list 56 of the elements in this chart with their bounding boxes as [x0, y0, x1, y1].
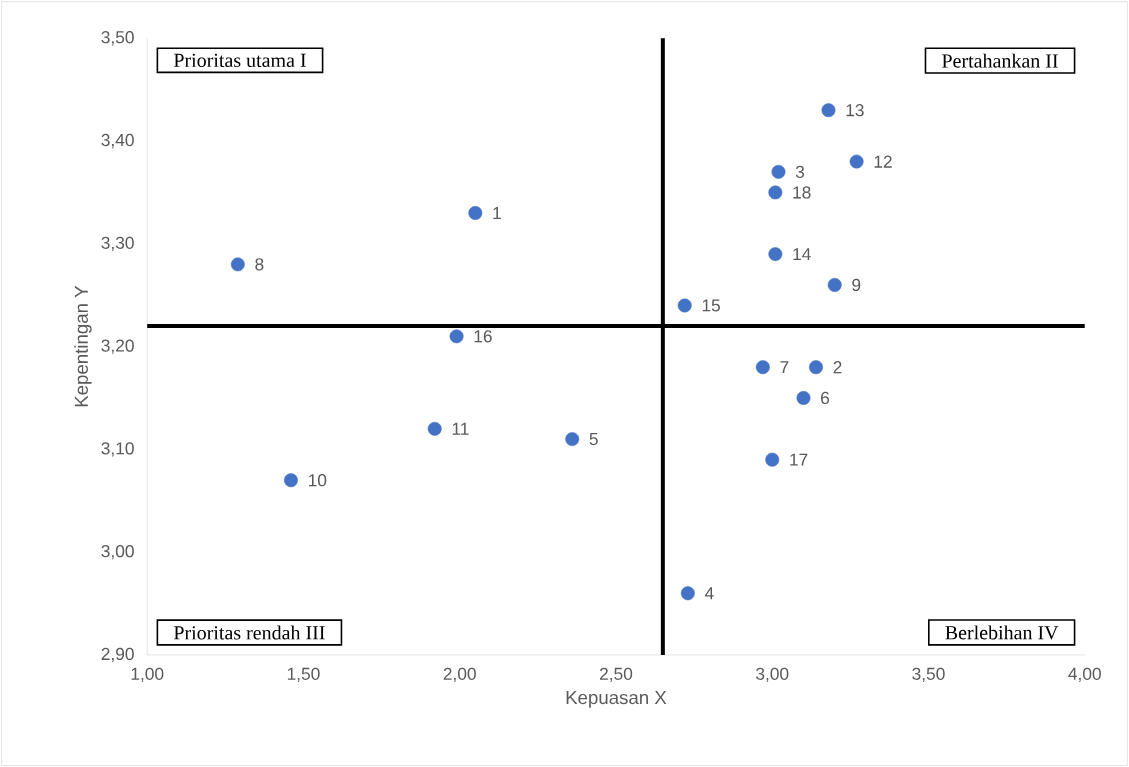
x-axis-title: Kepuasan X	[566, 691, 667, 708]
point	[677, 298, 692, 313]
annotation: 12	[874, 155, 892, 168]
annotation: 1	[493, 206, 501, 219]
point	[449, 329, 464, 344]
annotation: 4	[704, 587, 714, 600]
y-tick-label: 3,20	[101, 339, 134, 354]
annotation: 10	[308, 474, 327, 487]
point	[565, 432, 580, 446]
point	[809, 360, 823, 375]
annotation: 16	[474, 330, 492, 343]
y-tick-label: 3,40	[101, 133, 134, 149]
annotation: 15	[702, 299, 720, 312]
x-tick-label: 2,50	[599, 667, 633, 682]
y-tick-label: 3,50	[101, 31, 134, 46]
annotation: 9	[852, 278, 861, 291]
annotation: Prioritas rendah III	[173, 625, 325, 640]
annotation: 17	[790, 453, 808, 466]
annotation: Prioritas utama I	[173, 53, 306, 67]
point	[468, 205, 483, 220]
y-tick-label: 3,00	[101, 544, 134, 560]
y-tick-label: 3,30	[101, 236, 134, 251]
point	[284, 473, 298, 488]
point	[827, 277, 842, 292]
point	[821, 103, 836, 118]
point	[765, 452, 780, 467]
x-tick-label: 4,00	[1068, 667, 1101, 682]
point	[230, 257, 245, 272]
annotation: 11	[452, 422, 469, 435]
annotation: Berlebihan IV	[945, 625, 1059, 640]
annotation: 2	[833, 361, 842, 374]
annotation: 13	[846, 103, 864, 117]
x-tick-label: 3,50	[912, 667, 945, 682]
point	[796, 390, 811, 405]
annotation: 5	[589, 432, 598, 446]
x-tick-label: 1,50	[287, 667, 320, 682]
point	[771, 164, 786, 179]
y-tick-label: 3,10	[101, 442, 134, 457]
x-tick-label: 3,00	[756, 667, 789, 682]
point	[680, 586, 695, 601]
annotation: 14	[793, 248, 811, 260]
y-tick-label: 2,90	[101, 647, 134, 663]
point	[849, 154, 864, 169]
point	[768, 185, 783, 200]
x-tick-label: 1,00	[131, 667, 164, 682]
annotation: 18	[793, 186, 811, 199]
x-tick-label: 2,00	[443, 667, 476, 682]
point	[427, 421, 442, 436]
point	[755, 360, 770, 375]
annotation: Pertahankan II	[942, 53, 1058, 68]
annotation: 8	[255, 258, 264, 271]
annotation: 7	[780, 361, 789, 374]
point	[768, 247, 783, 261]
annotation: 6	[821, 391, 830, 405]
y-axis-title: Kepentingan Y	[74, 285, 92, 407]
annotation: 3	[795, 165, 805, 178]
